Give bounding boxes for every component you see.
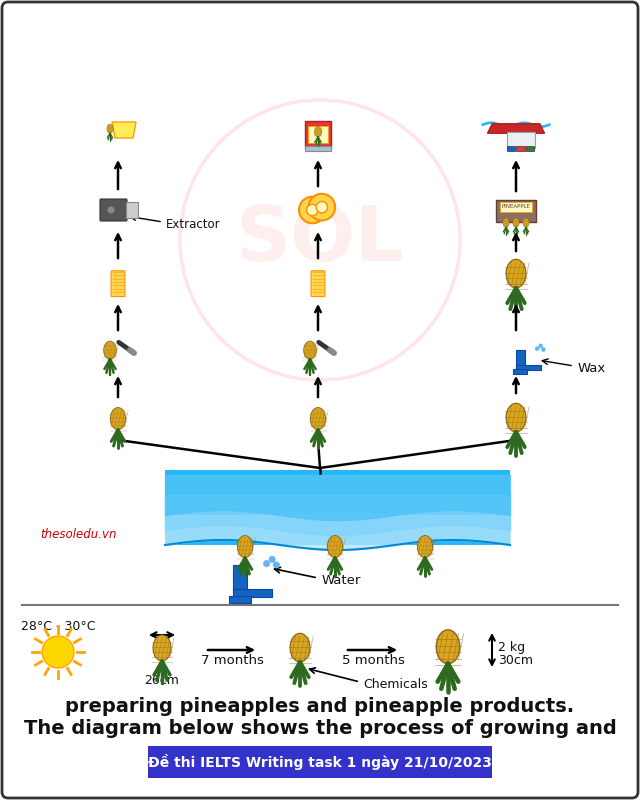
Ellipse shape: [513, 218, 519, 227]
Text: Extractor: Extractor: [166, 218, 221, 230]
Text: thesoledu.vn: thesoledu.vn: [40, 529, 116, 542]
Ellipse shape: [523, 218, 529, 227]
FancyBboxPatch shape: [233, 589, 272, 597]
Ellipse shape: [237, 535, 253, 558]
Text: 7 months: 7 months: [200, 654, 264, 666]
Circle shape: [307, 204, 318, 216]
Circle shape: [263, 560, 270, 567]
Polygon shape: [488, 124, 545, 134]
FancyBboxPatch shape: [305, 121, 332, 147]
FancyBboxPatch shape: [233, 565, 247, 593]
Circle shape: [273, 562, 280, 569]
Circle shape: [42, 636, 74, 668]
Ellipse shape: [506, 403, 526, 432]
FancyBboxPatch shape: [165, 470, 510, 545]
Text: 2 kg: 2 kg: [498, 642, 525, 654]
FancyBboxPatch shape: [513, 370, 527, 374]
Ellipse shape: [506, 259, 526, 288]
Circle shape: [308, 194, 335, 221]
Circle shape: [269, 556, 276, 563]
Circle shape: [107, 206, 115, 214]
Text: SOL: SOL: [236, 203, 404, 277]
Text: 5 months: 5 months: [342, 654, 404, 666]
FancyBboxPatch shape: [496, 200, 536, 222]
Ellipse shape: [110, 407, 125, 430]
FancyBboxPatch shape: [148, 746, 492, 778]
Text: Đề thi IELTS Writing task 1 ngày 21/10/2023: Đề thi IELTS Writing task 1 ngày 21/10/2…: [148, 754, 492, 770]
FancyBboxPatch shape: [525, 146, 534, 151]
Text: Water: Water: [322, 574, 362, 586]
Ellipse shape: [314, 126, 322, 137]
Ellipse shape: [304, 341, 316, 359]
FancyBboxPatch shape: [506, 146, 515, 151]
Text: Wax: Wax: [578, 362, 606, 374]
Polygon shape: [112, 122, 136, 138]
Ellipse shape: [107, 124, 113, 133]
Circle shape: [538, 344, 543, 348]
Ellipse shape: [327, 535, 342, 558]
Circle shape: [316, 202, 328, 213]
Circle shape: [299, 197, 326, 223]
Text: 26cm: 26cm: [145, 674, 179, 686]
Circle shape: [535, 346, 540, 351]
Ellipse shape: [503, 218, 509, 227]
Ellipse shape: [290, 634, 310, 662]
FancyBboxPatch shape: [229, 596, 252, 603]
FancyBboxPatch shape: [506, 132, 535, 147]
FancyBboxPatch shape: [515, 365, 541, 370]
Ellipse shape: [310, 407, 326, 430]
Text: preparing pineapples and pineapple products.: preparing pineapples and pineapple produ…: [65, 697, 575, 715]
Circle shape: [541, 347, 546, 352]
Ellipse shape: [153, 635, 171, 661]
Ellipse shape: [417, 535, 433, 558]
Text: The diagram below shows the process of growing and: The diagram below shows the process of g…: [24, 718, 616, 738]
FancyBboxPatch shape: [126, 202, 138, 218]
FancyBboxPatch shape: [305, 146, 332, 151]
FancyBboxPatch shape: [100, 199, 127, 221]
FancyBboxPatch shape: [515, 350, 525, 367]
Text: 28°C - 30°C: 28°C - 30°C: [20, 619, 95, 633]
FancyBboxPatch shape: [516, 146, 525, 151]
Text: 30cm: 30cm: [498, 654, 533, 666]
FancyBboxPatch shape: [308, 126, 328, 142]
Ellipse shape: [436, 630, 460, 664]
FancyBboxPatch shape: [311, 270, 325, 297]
Text: Chemicals: Chemicals: [363, 678, 428, 690]
Ellipse shape: [104, 341, 116, 359]
FancyBboxPatch shape: [500, 202, 532, 212]
Text: PINEAPPLE: PINEAPPLE: [502, 205, 531, 210]
FancyBboxPatch shape: [111, 270, 125, 297]
